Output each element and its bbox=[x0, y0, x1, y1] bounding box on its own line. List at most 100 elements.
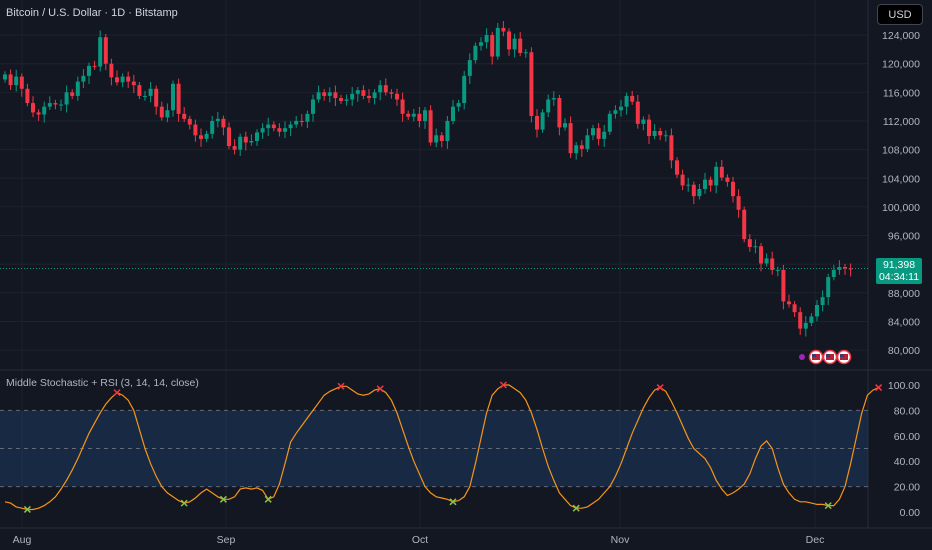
candle-body bbox=[154, 88, 159, 107]
candle-body bbox=[227, 127, 231, 147]
candle-body bbox=[288, 124, 293, 129]
overbought-cross-marker bbox=[376, 385, 384, 393]
candle-body bbox=[495, 27, 500, 57]
candle-body bbox=[47, 103, 52, 107]
overbought-cross-marker bbox=[875, 384, 883, 392]
oversold-cross-marker bbox=[23, 505, 31, 513]
candle-body bbox=[355, 90, 360, 94]
candle-body bbox=[103, 37, 108, 64]
price-tick-label: 80,000 bbox=[888, 345, 920, 357]
candle-body bbox=[42, 106, 47, 115]
candle-body bbox=[283, 128, 287, 132]
candle-body bbox=[467, 60, 472, 76]
candle-body bbox=[535, 115, 539, 130]
candle-body bbox=[607, 113, 612, 132]
candle-body bbox=[546, 99, 551, 113]
candle-body bbox=[271, 124, 276, 129]
overbought-cross-marker bbox=[113, 389, 121, 397]
candle-body bbox=[484, 35, 489, 43]
candle-body bbox=[87, 65, 91, 76]
candle-body bbox=[630, 95, 635, 102]
candle-body bbox=[159, 106, 164, 118]
stoch-tick-label: 100.00 bbox=[888, 380, 920, 392]
candle-body bbox=[719, 166, 724, 178]
candle-body bbox=[529, 52, 534, 116]
candle-body bbox=[523, 52, 528, 54]
candle-body bbox=[8, 74, 13, 86]
stoch-tick-label: 20.00 bbox=[894, 482, 920, 494]
candle-body bbox=[820, 297, 825, 305]
candle-body bbox=[428, 110, 433, 143]
candle-body bbox=[456, 103, 461, 107]
candle-body bbox=[25, 88, 30, 104]
candle-body bbox=[434, 135, 439, 143]
us-flag-canton-icon bbox=[826, 354, 830, 357]
candle-body bbox=[747, 239, 752, 247]
time-tick-label: Oct bbox=[412, 534, 428, 546]
candle-body bbox=[423, 110, 427, 121]
candle-body bbox=[417, 113, 422, 121]
candle-body bbox=[344, 99, 349, 101]
candle-body bbox=[809, 316, 814, 323]
price-tick-label: 116,000 bbox=[883, 87, 920, 99]
candle-body bbox=[260, 128, 265, 133]
price-tick-label: 104,000 bbox=[882, 173, 920, 185]
candle-body bbox=[848, 268, 853, 270]
candle-body bbox=[411, 113, 416, 117]
oversold-cross-marker bbox=[180, 499, 188, 507]
stoch-rsi-line bbox=[4, 384, 879, 511]
oversold-cross-marker bbox=[572, 504, 580, 512]
candle-body bbox=[462, 75, 467, 104]
candle-body bbox=[165, 110, 170, 118]
candle-body bbox=[59, 104, 63, 106]
stoch-tick-label: 0.00 bbox=[900, 507, 921, 519]
oversold-cross-marker bbox=[219, 495, 227, 503]
candle-body bbox=[451, 106, 455, 121]
candle-body bbox=[243, 136, 248, 143]
candle-body bbox=[641, 119, 646, 124]
candle-body bbox=[658, 131, 663, 136]
candle-body bbox=[36, 112, 41, 115]
candle-body bbox=[333, 92, 338, 99]
overbought-cross-marker bbox=[499, 381, 507, 389]
candle-body bbox=[826, 277, 831, 298]
candle-body bbox=[563, 123, 567, 128]
candle-body bbox=[305, 113, 310, 122]
candle-body bbox=[540, 112, 545, 130]
candle-body bbox=[232, 146, 237, 150]
candle-body bbox=[652, 131, 657, 137]
price-tick-label: 112,000 bbox=[883, 116, 920, 128]
candle-body bbox=[647, 119, 651, 137]
candle-body bbox=[574, 145, 579, 154]
candle-body bbox=[591, 128, 595, 136]
candle-body bbox=[512, 38, 517, 50]
candle-body bbox=[742, 209, 747, 240]
overbought-cross-marker bbox=[337, 382, 345, 390]
last-price-value: 91,398 bbox=[882, 259, 916, 271]
price-tick-label: 108,000 bbox=[882, 145, 920, 157]
candle-body bbox=[361, 90, 366, 96]
candle-body bbox=[613, 110, 618, 114]
candle-body bbox=[299, 120, 304, 122]
candle-body bbox=[187, 118, 192, 125]
candle-body bbox=[843, 267, 847, 269]
candle-body bbox=[148, 88, 153, 96]
candle-body bbox=[81, 75, 86, 82]
currency-button[interactable]: USD bbox=[877, 4, 923, 25]
price-tick-label: 96,000 bbox=[888, 231, 920, 243]
candle-body bbox=[406, 113, 411, 117]
candle-body bbox=[518, 38, 523, 53]
price-tick-label: 124,000 bbox=[882, 30, 920, 42]
stoch-tick-label: 40.00 bbox=[894, 456, 920, 468]
candle-body bbox=[736, 196, 741, 210]
candle-body bbox=[507, 31, 511, 50]
candle-body bbox=[445, 120, 450, 142]
time-tick-label: Sep bbox=[217, 534, 236, 546]
candle-body bbox=[372, 92, 377, 99]
candle-body bbox=[691, 184, 696, 197]
candle-body bbox=[490, 35, 495, 57]
countdown-timer: 04:34:11 bbox=[878, 271, 920, 283]
oversold-cross-marker bbox=[449, 498, 457, 506]
